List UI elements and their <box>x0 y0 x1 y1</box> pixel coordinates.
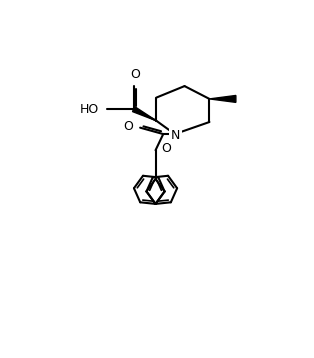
Polygon shape <box>133 107 156 121</box>
Text: N: N <box>171 129 180 142</box>
Text: O: O <box>123 120 133 134</box>
Text: O: O <box>130 68 140 82</box>
Text: O: O <box>161 142 171 155</box>
Polygon shape <box>209 96 236 102</box>
Text: HO: HO <box>80 103 99 116</box>
